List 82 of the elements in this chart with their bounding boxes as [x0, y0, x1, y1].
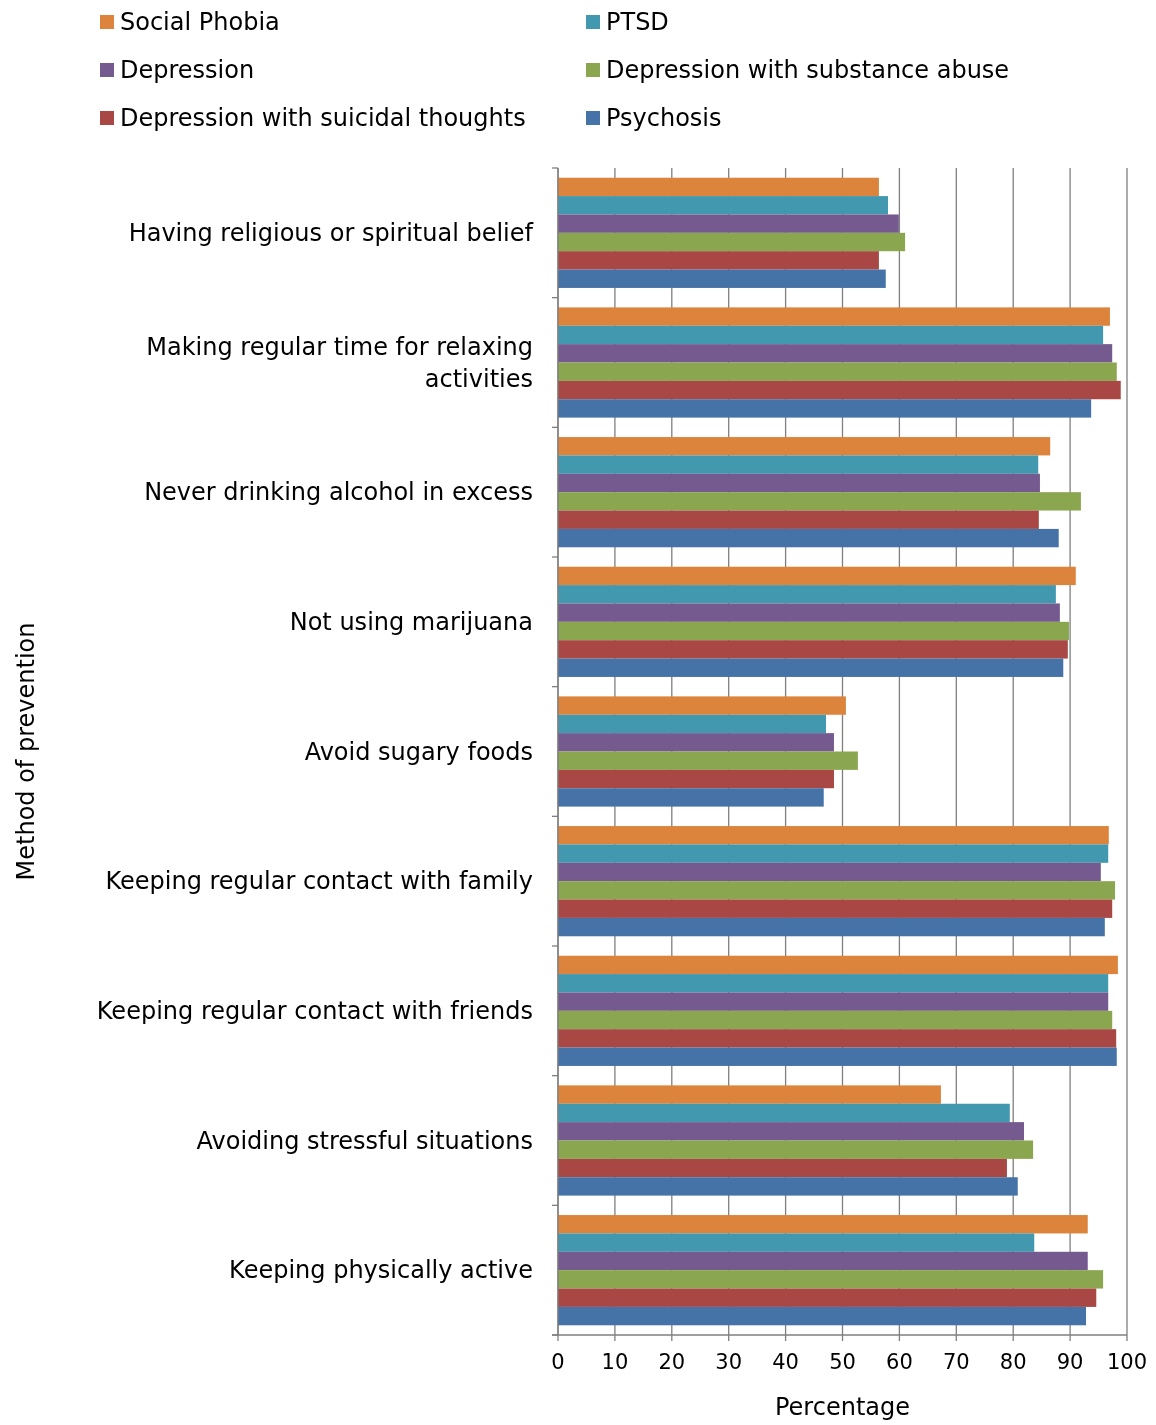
bar	[558, 826, 1109, 845]
legend-label: Depression with substance abuse	[606, 56, 1010, 84]
x-tick-label: 80	[999, 1350, 1027, 1374]
bar	[558, 788, 824, 807]
bar	[558, 714, 826, 734]
y-tick-label: Having religious or spiritual belief	[128, 218, 534, 247]
legend-label: Depression	[120, 56, 255, 84]
bar	[558, 437, 1051, 456]
y-tick-label: Making regular time for relaxing activities	[146, 332, 533, 393]
bar	[558, 307, 1110, 326]
bar	[558, 844, 1109, 863]
bar	[558, 917, 1105, 937]
bar	[558, 974, 1109, 993]
bar	[558, 585, 1056, 604]
bar	[558, 528, 1059, 548]
x-tick-label: 70	[942, 1350, 970, 1374]
bar	[558, 621, 1069, 641]
bar	[558, 862, 1101, 882]
x-tick-label: 40	[772, 1350, 799, 1374]
x-tick-label: 100	[1106, 1350, 1148, 1374]
bar	[558, 269, 886, 288]
bar	[558, 1047, 1117, 1066]
bar	[558, 492, 1081, 511]
bar	[558, 362, 1117, 381]
bar	[558, 1140, 1034, 1159]
legend-label: PTSD	[606, 8, 669, 36]
legend-label: Depression with suicidal thoughts	[120, 104, 526, 132]
bar	[558, 510, 1039, 529]
bar	[558, 1288, 1097, 1307]
bar	[558, 640, 1068, 659]
bar	[558, 1233, 1035, 1252]
y-tick-label: Avoiding stressful situations	[196, 1126, 533, 1155]
x-tick-label: 10	[601, 1350, 629, 1374]
bar	[558, 603, 1060, 622]
bar	[558, 214, 899, 233]
x-tick-label: 50	[829, 1350, 856, 1374]
bar	[558, 177, 879, 197]
bar	[558, 232, 906, 252]
bar	[558, 899, 1113, 918]
bar	[558, 1306, 1087, 1326]
y-tick-label: Avoid sugary foods	[304, 737, 533, 766]
bar	[558, 1251, 1088, 1271]
bar	[558, 955, 1118, 975]
x-tick-label: 60	[886, 1350, 913, 1374]
bar	[558, 881, 1116, 900]
bar	[558, 1177, 1018, 1196]
bar	[558, 751, 858, 770]
bar	[558, 658, 1064, 677]
bar	[558, 344, 1113, 363]
bar	[558, 1010, 1113, 1030]
bar	[558, 325, 1104, 345]
y-tick-label: Keeping physically active	[229, 1256, 533, 1285]
x-tick-label: 30	[715, 1350, 743, 1374]
bar	[558, 1085, 941, 1104]
bar	[558, 196, 889, 215]
bar	[558, 1103, 1010, 1123]
legend-label: Psychosis	[606, 104, 722, 132]
y-tick-label: Keeping regular contact with family	[105, 867, 533, 896]
x-axis-title: Percentage	[774, 1393, 911, 1421]
bar	[558, 769, 834, 789]
bar	[558, 1215, 1088, 1234]
x-tick-label: 90	[1056, 1350, 1084, 1374]
y-tick-label: Not using marijuana	[289, 607, 533, 636]
bar	[558, 733, 834, 752]
y-axis-title: Method of prevention	[12, 622, 40, 881]
x-tick-label: 0	[551, 1350, 565, 1374]
bar	[558, 455, 1039, 474]
bar	[558, 696, 846, 715]
bar	[558, 566, 1076, 586]
y-tick-label: Never drinking alcohol in excess	[144, 478, 533, 507]
bar	[558, 992, 1109, 1011]
bar	[558, 380, 1121, 400]
bar	[558, 1270, 1104, 1289]
y-tick-label: Keeping regular contact with friends	[96, 996, 533, 1025]
bar	[558, 1158, 1007, 1178]
bar	[558, 1122, 1025, 1141]
bar	[558, 1029, 1117, 1048]
x-tick-label: 20	[658, 1350, 686, 1374]
bar	[558, 399, 1092, 418]
bar	[558, 251, 879, 270]
bar	[558, 473, 1040, 493]
legend-label: Social Phobia	[120, 8, 280, 36]
